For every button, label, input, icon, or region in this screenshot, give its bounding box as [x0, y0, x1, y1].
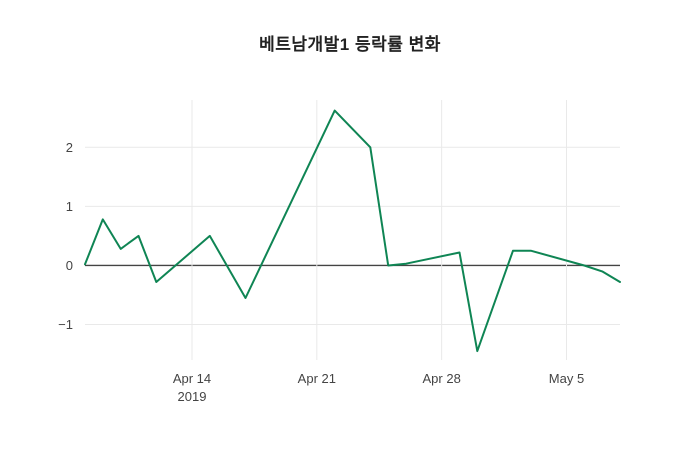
y-tick-label: 2: [66, 140, 73, 155]
x-tick-label: Apr 21: [298, 371, 336, 386]
y-tick-label: 1: [66, 199, 73, 214]
x-tick-label: Apr 28: [423, 371, 461, 386]
y-tick-label: 0: [66, 258, 73, 273]
chart-title: 베트남개발1 등락률 변화: [259, 35, 441, 54]
x-tick-sublabel: 2019: [178, 389, 207, 404]
series-line: [84, 109, 621, 353]
x-tick-label: May 5: [549, 371, 584, 386]
y-tick-label: −1: [58, 317, 73, 332]
x-tick-label: Apr 14: [173, 371, 211, 386]
